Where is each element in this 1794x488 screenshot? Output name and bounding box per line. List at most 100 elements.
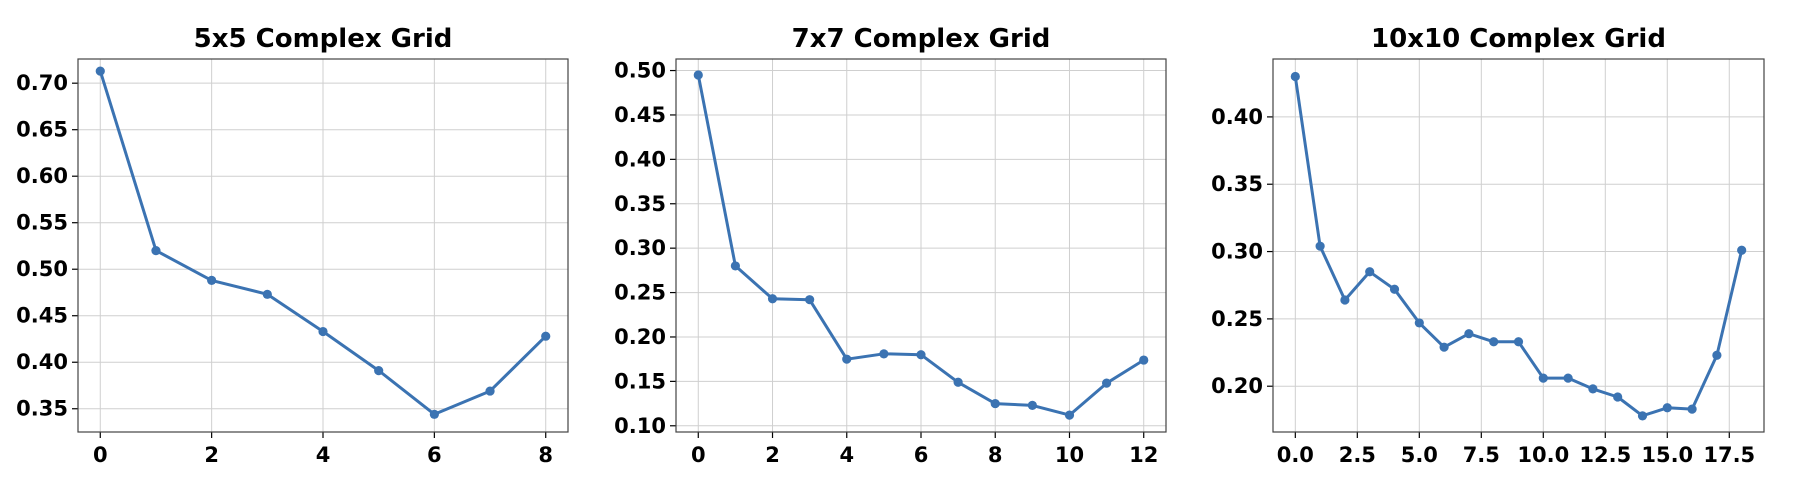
x-tick-label: 0.0 [1277, 443, 1314, 467]
data-point [730, 261, 740, 271]
x-tick-label: 2 [765, 443, 780, 467]
data-point [1064, 410, 1075, 420]
x-tick-label: 5.0 [1401, 443, 1438, 467]
grid-lines [78, 59, 568, 432]
data-point [1340, 295, 1350, 305]
x-tick-label: 8 [988, 443, 1003, 467]
data-point [1613, 392, 1623, 402]
data-point [953, 377, 963, 387]
y-tick-label: 0.35 [1211, 172, 1263, 196]
data-point [1637, 411, 1648, 421]
data-point [1712, 350, 1722, 360]
y-tick-label: 0.35 [16, 397, 68, 421]
y-tick-label: 0.25 [614, 281, 666, 305]
y-tick-label: 0.35 [614, 192, 666, 216]
x-tick-label: 7.5 [1463, 443, 1500, 467]
data-point [1389, 284, 1400, 294]
x-tick-label: 10 [1055, 443, 1084, 467]
data-point [1538, 373, 1548, 383]
data-point [916, 350, 926, 360]
series-line [1293, 76, 1744, 418]
data-point [95, 66, 105, 76]
x-tick-label: 4 [839, 443, 854, 467]
data-points [693, 70, 1149, 420]
subplot-7x7: 7x7 Complex Grid 0 2 4 6 8 10 12 0.10 0.15 0.20 0.… [614, 24, 1167, 467]
y-tick-label: 0.30 [614, 236, 666, 260]
x-tick-label: 15.0 [1641, 443, 1693, 467]
data-point [207, 275, 217, 285]
y-tick-label: 0.40 [1211, 105, 1263, 129]
y-tick-label: 0.60 [16, 164, 68, 188]
chart-title: 7x7 Complex Grid [792, 24, 1051, 54]
data-points [1290, 71, 1747, 421]
axes: 0 2 4 6 8 0.35 0.40 0.45 0.50 0.55 0.60 0.65 0.70 [16, 58, 569, 467]
data-point [879, 349, 889, 359]
data-point [1513, 337, 1524, 347]
data-point [1139, 355, 1149, 365]
data-point [374, 366, 384, 376]
y-tick-label: 0.40 [16, 350, 68, 374]
data-point [151, 246, 161, 256]
y-tick-label: 0.10 [614, 414, 666, 438]
axes: 0 2 4 6 8 10 12 0.10 0.15 0.20 0.25 0.30 0.35 0.40 0.4… [614, 58, 1167, 467]
data-point [1290, 71, 1300, 82]
grid-lines [676, 59, 1166, 432]
x-tick-label: 17.5 [1703, 443, 1755, 467]
x-tick-label: 0 [691, 443, 706, 467]
y-tick-label: 0.70 [16, 71, 68, 95]
subplot-10x10: 10x10 Complex Grid 0.0 2.5 5.0 7.5 10.0 12.5 1… [1211, 24, 1765, 467]
data-point [1102, 378, 1112, 388]
axes: 0.0 2.5 5.0 7.5 10.0 12.5 15.0 17.5 0.20 0.25 0.30… [1211, 58, 1765, 467]
x-tick-label: 0 [93, 443, 108, 467]
grid-lines [1273, 59, 1764, 432]
data-point [485, 386, 495, 396]
data-point [1489, 337, 1499, 347]
x-tick-label: 6 [914, 443, 929, 467]
data-point [1687, 404, 1697, 414]
plot-frame [1272, 58, 1765, 433]
data-point [1737, 245, 1747, 255]
y-tick-label: 0.40 [614, 147, 666, 171]
x-tick-label: 10.0 [1517, 443, 1569, 467]
data-point [1365, 267, 1375, 277]
data-point [1563, 373, 1573, 383]
y-tick-label: 0.15 [614, 369, 666, 393]
x-tick-label: 2 [204, 443, 219, 467]
x-tick-label: 12.5 [1579, 443, 1631, 467]
x-tick-label: 4 [316, 443, 331, 467]
data-point [693, 70, 703, 80]
plot-frame [77, 58, 569, 433]
x-tick-label: 12 [1129, 443, 1158, 467]
x-tick-label: 6 [427, 443, 442, 467]
y-tick-label: 0.50 [614, 59, 666, 83]
data-point [1439, 342, 1449, 352]
data-point [842, 354, 852, 364]
y-tick-label: 0.20 [614, 325, 666, 349]
y-tick-label: 0.50 [16, 257, 68, 281]
data-point [990, 398, 1000, 409]
data-point [541, 331, 551, 341]
data-point [429, 409, 439, 419]
y-tick-label: 0.30 [1211, 240, 1263, 264]
data-point [805, 295, 815, 305]
data-point [318, 326, 328, 337]
data-point [1588, 384, 1598, 394]
data-point [1315, 241, 1325, 251]
data-point [262, 289, 272, 299]
x-tick-label: 8 [538, 443, 553, 467]
data-point [767, 294, 778, 304]
y-tick-label: 0.55 [16, 211, 68, 235]
chart-title: 10x10 Complex Grid [1371, 24, 1666, 54]
data-point [1027, 400, 1037, 410]
data-point [1662, 403, 1672, 413]
subplot-5x5: 5x5 Complex Grid 0 2 4 6 8 0.35 0.40 0.45 0.50 0.… [16, 24, 569, 467]
data-points [95, 66, 551, 419]
plot-frame [675, 58, 1167, 433]
y-tick-label: 0.20 [1211, 374, 1263, 398]
chart-title: 5x5 Complex Grid [194, 24, 453, 54]
y-tick-label: 0.45 [16, 304, 68, 328]
y-tick-label: 0.25 [1211, 307, 1263, 331]
y-tick-label: 0.45 [614, 103, 666, 127]
data-point [1464, 329, 1474, 339]
